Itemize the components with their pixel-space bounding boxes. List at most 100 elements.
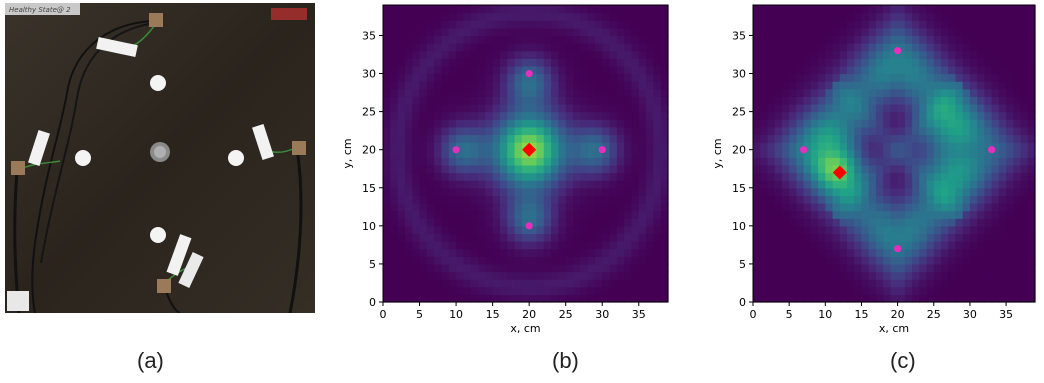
heatmap-cell <box>499 157 508 166</box>
heatmap-cell <box>977 27 985 37</box>
heatmap-cell <box>760 27 769 37</box>
heatmap-cell <box>573 149 581 158</box>
heatmap-cell <box>919 35 928 44</box>
heatmap-cell <box>948 104 957 113</box>
heatmap-cell <box>991 58 1000 67</box>
heatmap-cell <box>991 119 1000 128</box>
heatmap-cell <box>419 81 428 90</box>
heatmap-cell <box>646 149 654 158</box>
heatmap-cell <box>825 111 834 120</box>
heatmap-cell <box>969 256 978 265</box>
heatmap-cell <box>803 35 812 44</box>
heatmap-cell <box>832 225 841 235</box>
heatmap-cell <box>883 279 891 288</box>
heatmap-cell <box>463 12 472 21</box>
heatmap-cell <box>390 164 399 174</box>
heatmap-cell <box>543 195 552 204</box>
heatmap-cell <box>463 180 472 189</box>
heatmap-cell <box>919 164 928 174</box>
heatmap-cell <box>789 104 797 113</box>
heatmap-cell <box>955 134 964 143</box>
heatmap-cell <box>868 256 877 265</box>
heatmap-cell <box>767 149 776 158</box>
heatmap-cell <box>485 126 494 136</box>
heatmap-cell <box>1013 81 1022 90</box>
heatmap-cell <box>565 248 574 257</box>
heatmap-cell <box>456 180 464 189</box>
heatmap-cell <box>875 195 884 204</box>
heatmap-cell <box>955 88 964 97</box>
heatmap-cell <box>781 81 790 90</box>
heatmap-cell <box>753 104 761 113</box>
heatmap-cell <box>478 195 486 204</box>
heatmap-cell <box>638 164 647 174</box>
heatmap-cell <box>419 149 428 158</box>
heatmap-cell <box>594 119 603 128</box>
heatmap-cell <box>529 58 538 67</box>
heatmap-cell <box>1013 218 1022 227</box>
heatmap-cell <box>767 142 776 151</box>
heatmap-cell <box>470 73 479 82</box>
heatmap-cell <box>955 195 964 204</box>
heatmap-cell <box>854 187 863 196</box>
heatmap-cell <box>941 210 949 219</box>
heatmap-cell <box>854 104 863 113</box>
heatmap-cell <box>818 294 826 303</box>
heatmap-cell <box>789 294 797 303</box>
heatmap-cell <box>774 286 783 295</box>
heatmap-cell <box>991 210 1000 219</box>
heatmap-cell <box>977 248 985 257</box>
heatmap-cell <box>536 134 545 143</box>
heatmap-cell <box>558 88 567 97</box>
heatmap-cell <box>933 195 942 204</box>
heatmap-cell <box>478 149 486 158</box>
heatmap-cell <box>463 65 472 75</box>
heatmap-cell <box>753 65 761 75</box>
heatmap-cell <box>825 271 834 280</box>
heatmap-cell <box>638 50 647 59</box>
heatmap-cell <box>580 43 589 52</box>
heatmap-cell <box>760 50 769 59</box>
heatmap-cell <box>638 195 647 204</box>
heatmap-cell <box>631 256 640 265</box>
heatmap-cell <box>448 50 457 59</box>
heatmap-cell <box>810 164 819 174</box>
heatmap-cell <box>861 58 870 67</box>
heatmap-cell <box>919 203 928 212</box>
paper-tag <box>166 234 192 276</box>
heatmap-cell <box>904 134 913 143</box>
heatmap-cell <box>565 233 574 242</box>
heatmap-cell <box>890 271 899 280</box>
heatmap-cell <box>912 157 920 166</box>
heatmap-cell <box>810 195 819 204</box>
heatmap-cell <box>818 96 826 105</box>
heatmap-cell <box>1006 195 1014 204</box>
heatmap-cell <box>463 256 472 265</box>
heatmap-cell <box>926 157 935 166</box>
heatmap-cell <box>781 65 790 75</box>
heatmap-cell <box>397 294 406 303</box>
heatmap-cell <box>904 294 913 303</box>
heatmap-cell <box>419 286 428 295</box>
heatmap-cell <box>1027 210 1036 219</box>
heatmap-cell <box>448 172 457 181</box>
heatmap-cell <box>426 142 435 151</box>
heatmap-cell <box>587 172 596 181</box>
heatmap-cell <box>499 50 508 59</box>
heatmap-cell <box>441 294 450 303</box>
heatmap-cell <box>536 27 545 37</box>
heatmap-cell <box>875 187 884 196</box>
heatmap-cell <box>419 43 428 52</box>
heatmap-cell <box>1020 256 1029 265</box>
heatmap-cell <box>796 12 805 21</box>
heatmap-cell <box>419 271 428 280</box>
heatmap-cell <box>789 111 797 120</box>
heatmap-cell <box>969 12 978 21</box>
heatmap-cell <box>441 142 450 151</box>
heatmap-cell <box>383 12 391 21</box>
heatmap-cell <box>565 81 574 90</box>
heatmap-cell <box>514 180 523 189</box>
heatmap-cell <box>948 195 957 204</box>
heatmap-cell <box>434 50 443 59</box>
heatmap-cell <box>404 218 413 227</box>
